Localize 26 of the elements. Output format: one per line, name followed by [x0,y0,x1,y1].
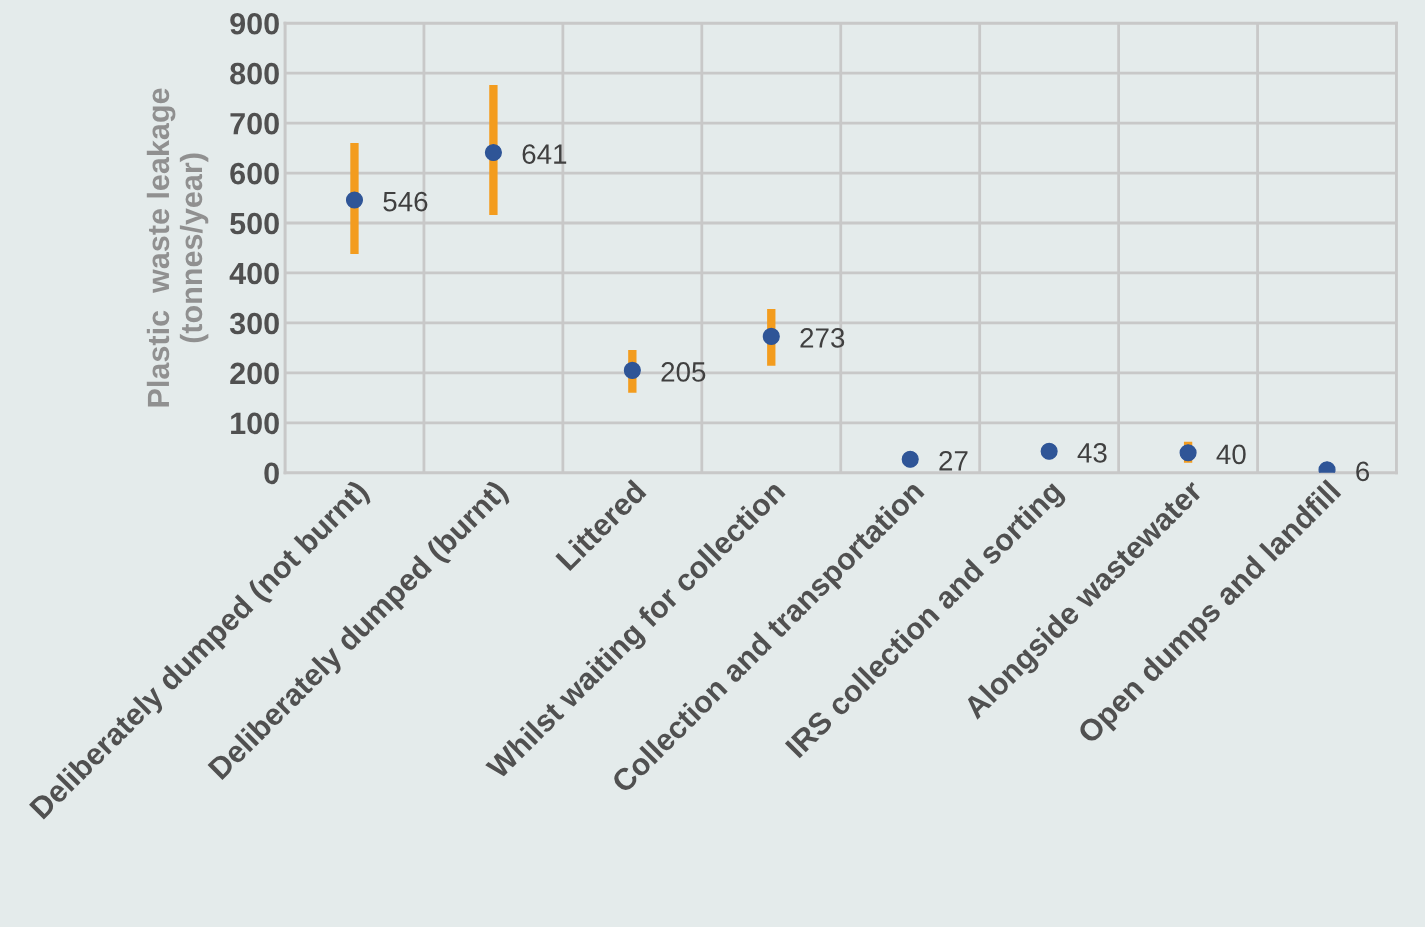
y-tick-label: 500 [230,212,279,235]
y-tick-label: 300 [229,312,279,335]
y-tick-label: 200 [230,362,279,385]
point [762,327,780,345]
y-tick-label: 100 [231,412,279,435]
y-tick-label: 600 [230,162,279,185]
y-tick-label: 900 [230,12,279,35]
y-axis-title: Plastic waste leakage (tonnes/year) [146,88,209,407]
y-tick-label: 700 [230,112,279,135]
point [901,450,919,468]
point [345,191,364,209]
y-tick-label: 400 [229,262,279,285]
point [623,361,641,379]
data-label: 546 [383,191,428,212]
point [1040,442,1058,460]
data-label: 205 [661,362,706,382]
y-tick-label: 0 [264,462,279,485]
data-label: 27 [939,451,968,471]
point [484,144,502,162]
data-label: 641 [522,144,567,164]
y-tick-label: 800 [230,62,279,85]
data-label: 43 [1077,443,1107,463]
point [1179,444,1197,462]
data-label: 40 [1216,444,1246,465]
data-label: 6 [1356,461,1370,482]
data-label: 273 [800,328,845,348]
